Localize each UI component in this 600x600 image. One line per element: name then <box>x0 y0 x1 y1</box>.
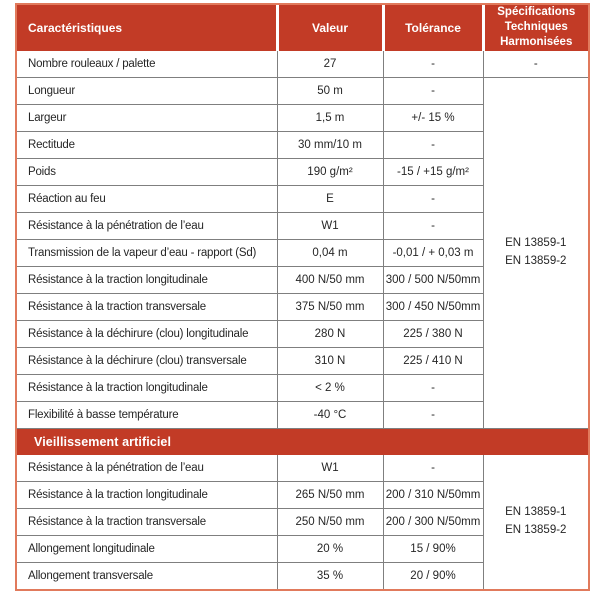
tolerance-cell: - <box>382 50 484 78</box>
value-cell: 310 N <box>276 346 384 375</box>
characteristic-cell: Résistance à la déchirure (clou) longitu… <box>17 319 278 348</box>
value-cell: W1 <box>276 454 384 482</box>
tolerance-cell: -15 / +15 g/m² <box>382 157 484 186</box>
characteristic-cell: Largeur <box>17 103 278 132</box>
characteristic-cell: Résistance à la traction longitudinale <box>17 373 278 402</box>
value-cell: 50 m <box>276 76 384 105</box>
tolerance-cell: 200 / 300 N/50mm <box>382 507 484 536</box>
table-row: Résistance à la traction transversale 25… <box>17 507 588 536</box>
tolerance-cell: 300 / 450 N/50mm <box>382 292 484 321</box>
characteristic-cell: Résistance à la pénétration de l’eau <box>17 454 278 482</box>
characteristic-cell: Allongement transversale <box>17 561 278 589</box>
table-row: Poids 190 g/m² -15 / +15 g/m² <box>17 157 588 186</box>
tolerance-cell: 225 / 380 N <box>382 319 484 348</box>
table-header: Caractéristiques Valeur Tolérance Spécif… <box>17 5 588 51</box>
value-cell: 0,04 m <box>276 238 384 267</box>
characteristic-cell: Résistance à la déchirure (clou) transve… <box>17 346 278 375</box>
table-row: Résistance à la traction longitudinale <… <box>17 373 588 402</box>
value-cell: 35 % <box>276 561 384 589</box>
value-cell: 1,5 m <box>276 103 384 132</box>
characteristic-cell: Résistance à la traction longitudinale <box>17 265 278 294</box>
standard-reference: EN 13859-2 <box>505 523 567 536</box>
table-row: Résistance à la pénétration de l’eau W1 … <box>17 211 588 240</box>
table-body: Nombre rouleaux / palette 27 - - Longueu… <box>17 50 588 589</box>
tolerance-cell: - <box>382 130 484 159</box>
standards-cell: - <box>482 50 588 78</box>
table-row: Résistance à la déchirure (clou) transve… <box>17 346 588 375</box>
section-header-row: Vieillissement artificiel <box>17 427 588 455</box>
value-cell: 280 N <box>276 319 384 348</box>
tolerance-cell: -0,01 / + 0,03 m <box>382 238 484 267</box>
value-cell: < 2 % <box>276 373 384 402</box>
column-header-tolerance: Tolérance <box>383 5 485 51</box>
standard-reference: EN 13859-1 <box>505 506 567 519</box>
table-row: Résistance à la pénétration de l’eau W1 … <box>17 454 588 589</box>
characteristic-cell: Résistance à la traction longitudinale <box>17 480 278 509</box>
characteristic-cell: Flexibilité à basse température <box>17 400 278 429</box>
tolerance-cell: - <box>382 76 484 105</box>
value-cell: 30 mm/10 m <box>276 130 384 159</box>
standard-reference: EN 13859-1 <box>505 237 567 250</box>
section-header-vieillissement: Vieillissement artificiel <box>17 427 588 455</box>
tolerance-cell: - <box>382 454 484 482</box>
table-row: Allongement transversale 35 % 20 / 90% <box>17 561 588 589</box>
value-cell: 27 <box>276 50 384 78</box>
tolerance-cell: 20 / 90% <box>382 561 484 589</box>
tolerance-cell: 300 / 500 N/50mm <box>382 265 484 294</box>
characteristic-cell: Longueur <box>17 76 278 105</box>
column-header-value: Valeur <box>277 5 385 51</box>
table-row: Nombre rouleaux / palette 27 - - <box>17 50 588 78</box>
tolerance-cell: - <box>382 400 484 429</box>
table-row: Flexibilité à basse température -40 °C - <box>17 400 588 429</box>
characteristic-cell: Résistance à la pénétration de l’eau <box>17 211 278 240</box>
standards-merged-cell: EN 13859-1 EN 13859-2 <box>482 76 588 429</box>
characteristic-cell: Nombre rouleaux / palette <box>17 50 278 78</box>
column-header-characteristics: Caractéristiques <box>17 5 279 51</box>
characteristic-cell: Rectitude <box>17 130 278 159</box>
tolerance-cell: 225 / 410 N <box>382 346 484 375</box>
value-cell: 20 % <box>276 534 384 563</box>
tolerance-cell: - <box>382 184 484 213</box>
value-cell: 190 g/m² <box>276 157 384 186</box>
tolerance-cell: 200 / 310 N/50mm <box>382 480 484 509</box>
standard-reference: EN 13859-2 <box>505 254 567 267</box>
characteristic-cell: Résistance à la traction transversale <box>17 507 278 536</box>
value-cell: E <box>276 184 384 213</box>
characteristic-cell: Transmission de la vapeur d’eau - rappor… <box>17 238 278 267</box>
table-row: Résistance à la traction longitudinale 4… <box>17 265 588 294</box>
characteristic-cell: Réaction au feu <box>17 184 278 213</box>
value-cell: 250 N/50 mm <box>276 507 384 536</box>
value-cell: 400 N/50 mm <box>276 265 384 294</box>
column-header-harmonized-specs: Spécifications Techniques Harmonisées <box>483 5 588 51</box>
table-row: Longueur 50 m - EN 13859-1 EN 13859-2 <box>17 76 588 429</box>
standards-merged-cell: EN 13859-1 EN 13859-2 <box>482 454 588 589</box>
tolerance-cell: +/- 15 % <box>382 103 484 132</box>
header-row: Caractéristiques Valeur Tolérance Spécif… <box>17 5 588 51</box>
value-cell: -40 °C <box>276 400 384 429</box>
tolerance-cell: 15 / 90% <box>382 534 484 563</box>
table-row: Résistance à la traction longitudinale 2… <box>17 480 588 509</box>
table-row: Réaction au feu E - <box>17 184 588 213</box>
specifications-table: Caractéristiques Valeur Tolérance Spécif… <box>17 5 588 589</box>
tolerance-cell: - <box>382 211 484 240</box>
value-cell: 265 N/50 mm <box>276 480 384 509</box>
characteristic-cell: Résistance à la traction transversale <box>17 292 278 321</box>
table-row: Allongement longitudinale 20 % 15 / 90% <box>17 534 588 563</box>
value-cell: W1 <box>276 211 384 240</box>
specifications-table-frame: Caractéristiques Valeur Tolérance Spécif… <box>15 3 590 591</box>
table-row: Transmission de la vapeur d’eau - rappor… <box>17 238 588 267</box>
characteristic-cell: Poids <box>17 157 278 186</box>
characteristic-cell: Allongement longitudinale <box>17 534 278 563</box>
tolerance-cell: - <box>382 373 484 402</box>
table-row: Résistance à la traction transversale 37… <box>17 292 588 321</box>
value-cell: 375 N/50 mm <box>276 292 384 321</box>
